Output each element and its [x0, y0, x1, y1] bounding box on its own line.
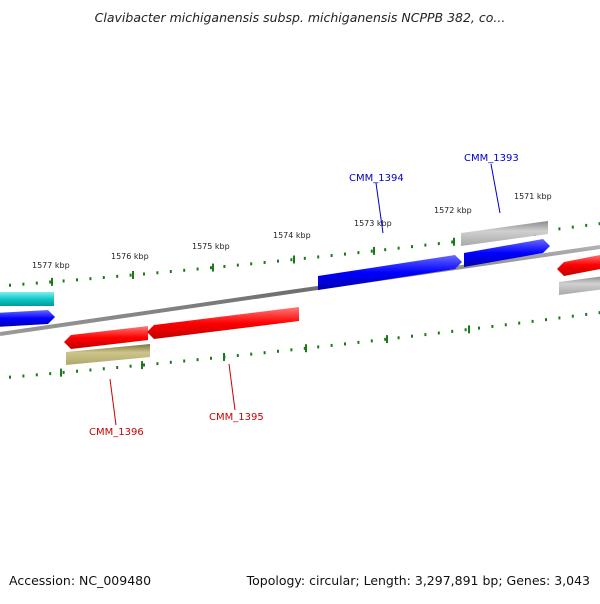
map-title: Clavibacter michiganensis subsp. michiga…: [94, 10, 506, 25]
gene-blue-left[interactable]: [0, 310, 55, 327]
reverse-scale-ticks: [9, 311, 600, 379]
gene-label-leaders: [109, 163, 501, 426]
gene-cmm-1394[interactable]: [318, 255, 462, 290]
gene-cmm-1395[interactable]: [147, 307, 299, 339]
scale-label: 1574 kbp: [273, 231, 311, 240]
scale-labels: 1577 kbp 1576 kbp 1575 kbp 1574 kbp 1573…: [32, 192, 552, 270]
accession-label: Accession: NC_009480: [9, 573, 152, 588]
gene-olive[interactable]: [66, 344, 150, 365]
leader-line-cmm-1394: [375, 182, 384, 234]
gene-label-cmm-1393[interactable]: CMM_1393: [464, 153, 519, 164]
scale-label: 1576 kbp: [111, 252, 149, 261]
scale-label: 1573 kbp: [354, 219, 392, 228]
leader-line-cmm-1393: [490, 163, 501, 214]
gene-features: [0, 221, 600, 365]
genome-backbone: [0, 245, 600, 336]
gene-label-cmm-1394[interactable]: CMM_1394: [349, 173, 404, 184]
gene-label-cmm-1396[interactable]: CMM_1396: [89, 427, 144, 438]
gene-cyan-left[interactable]: [0, 292, 54, 306]
leader-line-cmm-1395: [228, 363, 236, 411]
scale-label: 1575 kbp: [192, 242, 230, 251]
gene-cmm-1396[interactable]: [64, 326, 148, 349]
genome-summary-label: Topology: circular; Length: 3,297,891 bp…: [246, 573, 590, 588]
gene-label-cmm-1395[interactable]: CMM_1395: [209, 412, 264, 423]
gene-grey-top[interactable]: [461, 221, 548, 246]
scale-label: 1571 kbp: [514, 192, 552, 201]
leader-line-cmm-1396: [109, 378, 117, 426]
scale-label: 1577 kbp: [32, 261, 70, 270]
gene-red-right[interactable]: [557, 254, 600, 276]
gene-cmm-1393[interactable]: [464, 239, 550, 267]
gene-grey-right[interactable]: [559, 276, 600, 295]
scale-label: 1572 kbp: [434, 206, 472, 215]
